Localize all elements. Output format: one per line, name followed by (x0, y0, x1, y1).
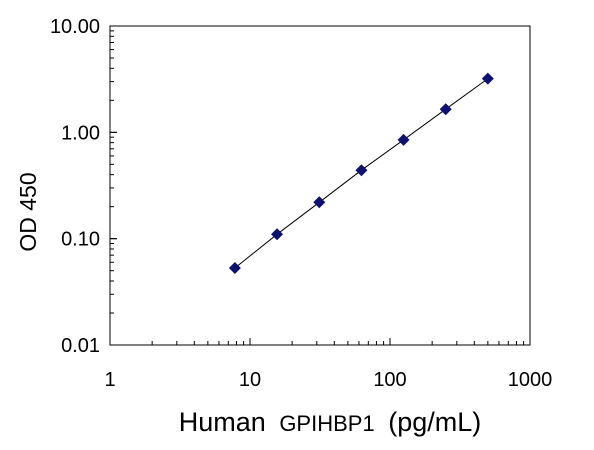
x-axis-title-analyte: GPIHBP1 (279, 411, 374, 436)
y-minor-ticks (110, 25, 117, 346)
x-tick-label: 10 (239, 369, 261, 391)
series-points (228, 72, 494, 274)
y-tick-label: 0.10 (61, 229, 100, 251)
y-tick-label: 1.00 (61, 122, 100, 144)
x-axis-title-unit: (pg/mL) (388, 407, 481, 437)
x-minor-ticks (109, 338, 531, 345)
data-point (481, 72, 494, 85)
x-tick-label: 100 (373, 369, 406, 391)
y-tick-label: 10.00 (50, 16, 100, 38)
x-tick-label: 1 (104, 369, 115, 391)
x-tick-label: 1000 (508, 369, 553, 391)
y-axis-title: OD 450 (15, 172, 41, 251)
y-tick-label: 0.01 (61, 335, 100, 357)
x-axis-title-main: Human (179, 407, 266, 437)
data-point (439, 103, 452, 116)
y-tick-labels: 0.01 0.10 1.00 10.00 (50, 16, 100, 357)
data-point (397, 133, 410, 146)
data-point (313, 196, 326, 209)
data-point (271, 228, 284, 241)
data-point (228, 261, 241, 274)
x-tick-labels: 1 10 100 1000 (104, 369, 552, 391)
x-axis-title: Human GPIHBP1 (pg/mL) (179, 407, 481, 437)
data-point (355, 164, 368, 177)
plot-area (109, 25, 531, 346)
